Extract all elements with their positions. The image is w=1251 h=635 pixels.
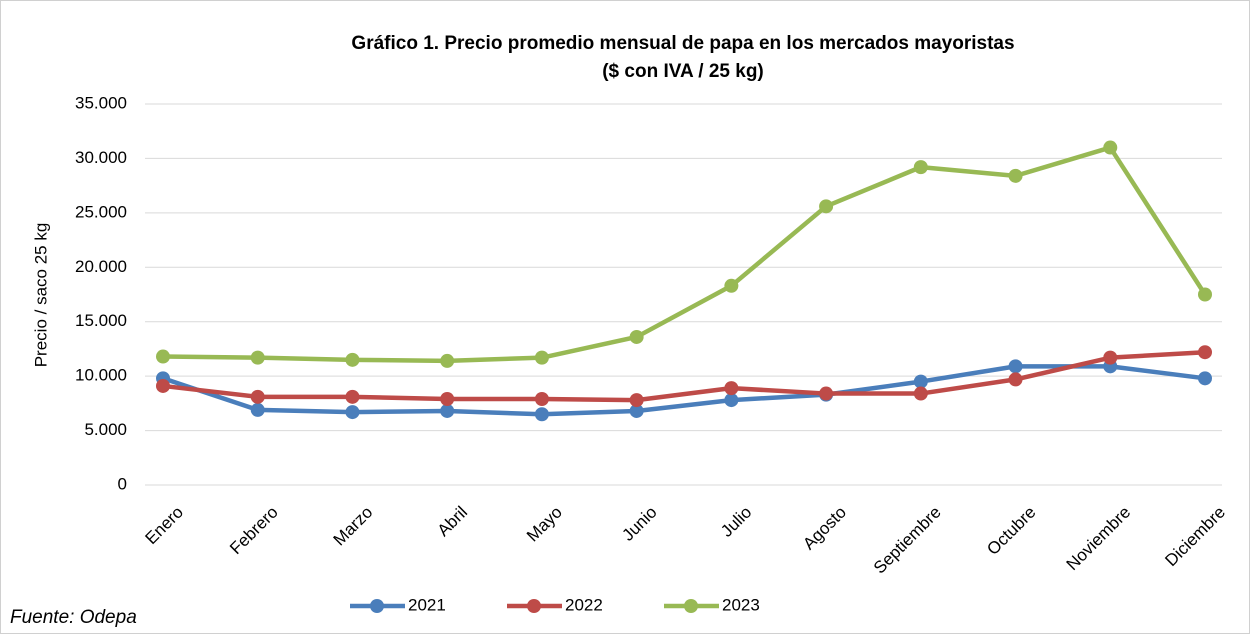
series-line [162,349,1206,403]
data-point [1198,345,1212,360]
data-point [913,386,928,401]
data-point [250,402,265,417]
series-line [162,364,1206,417]
data-point [1008,168,1023,183]
data-point [1103,140,1118,155]
legend-label: 2022 [565,595,603,614]
data-point [629,393,644,408]
legend-marker [527,599,541,613]
legend-marker [370,599,384,613]
legend-label: 2021 [408,595,446,614]
data-point [156,349,170,364]
data-point [156,378,170,393]
data-point [629,329,644,344]
source: Fuente: Odepa [10,607,137,628]
y-tick-label: 10.000 [75,366,127,385]
data-point [724,393,739,408]
data-point [819,199,834,214]
data-point [345,389,360,404]
y-tick-label: 20.000 [75,257,127,276]
data-point [819,386,834,401]
data-point [440,392,455,407]
data-point [345,352,360,367]
chart-subtitle: ($ con IVA / 25 kg) [602,61,764,82]
series-line [162,145,1207,364]
data-point [250,350,265,365]
data-point [534,407,549,422]
legend-marker [684,599,698,613]
legend-label: 2023 [722,595,760,614]
data-point [724,278,739,293]
data-point [1103,350,1118,365]
y-tick-label: 15.000 [75,311,127,330]
data-point [534,350,549,365]
data-point [629,403,644,418]
data-point [913,374,928,389]
y-tick-label: 5.000 [84,420,127,439]
data-point [1008,372,1023,387]
data-point [1198,371,1212,386]
data-point [724,381,739,396]
y-axis-label: Precio / saco 25 kg [31,223,50,368]
data-point [345,405,360,420]
data-point [250,389,265,404]
data-point [440,403,455,418]
y-tick-label: 35.000 [75,93,127,112]
data-point [1008,359,1023,374]
data-point [440,353,455,368]
y-tick-label: 25.000 [75,202,127,221]
data-point [1198,287,1212,302]
data-point [534,392,549,407]
data-point [913,160,928,175]
y-tick-label: 0 [118,474,127,493]
y-tick-label: 30.000 [75,148,127,167]
chart-title: Gráfico 1. Precio promedio mensual de pa… [351,33,1014,54]
